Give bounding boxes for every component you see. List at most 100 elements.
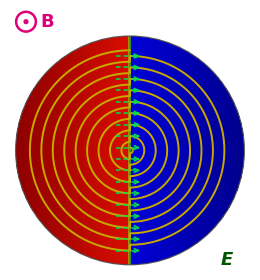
Bar <box>233 103 235 198</box>
Bar <box>203 63 204 238</box>
Bar <box>140 36 141 264</box>
Bar <box>99 40 100 261</box>
Bar <box>192 55 193 246</box>
Bar <box>229 93 230 208</box>
Bar <box>129 36 131 265</box>
Bar <box>49 69 50 232</box>
Bar <box>110 38 111 263</box>
Bar <box>123 36 124 265</box>
Bar <box>81 47 82 254</box>
Bar <box>85 45 87 256</box>
Bar <box>85 45 86 256</box>
Bar <box>204 64 205 237</box>
Bar <box>167 42 168 259</box>
Bar <box>63 57 64 244</box>
Bar <box>120 36 121 264</box>
Bar <box>50 68 51 233</box>
Bar <box>234 104 235 197</box>
Bar <box>54 64 55 236</box>
Bar <box>136 36 137 265</box>
Bar <box>21 113 22 188</box>
Bar <box>219 79 220 222</box>
Bar <box>225 87 226 213</box>
Bar <box>163 41 164 260</box>
Bar <box>116 37 118 264</box>
Bar <box>159 40 160 261</box>
Bar <box>211 71 212 230</box>
Bar <box>188 52 190 248</box>
Bar <box>223 84 224 217</box>
Bar <box>171 44 172 257</box>
Bar <box>241 125 242 176</box>
Bar <box>148 38 149 263</box>
Bar <box>179 47 180 253</box>
Bar <box>114 37 115 264</box>
Bar <box>145 37 146 264</box>
Bar <box>184 50 185 251</box>
Bar <box>33 88 34 213</box>
Bar <box>204 64 205 237</box>
Bar <box>168 43 170 258</box>
Bar <box>119 36 120 264</box>
Bar <box>34 87 35 213</box>
Bar <box>130 36 131 265</box>
Bar <box>18 123 20 178</box>
Bar <box>65 56 66 245</box>
Bar <box>99 40 100 261</box>
Bar <box>104 39 105 262</box>
Bar <box>243 134 244 167</box>
Bar <box>218 78 219 223</box>
Bar <box>125 36 126 265</box>
Text: B: B <box>40 13 54 31</box>
Bar <box>78 48 79 253</box>
Bar <box>160 40 161 261</box>
Bar <box>25 103 27 198</box>
Bar <box>161 40 162 260</box>
Bar <box>189 53 190 248</box>
Bar <box>109 38 110 263</box>
Bar <box>217 77 218 224</box>
Bar <box>229 94 230 207</box>
Bar <box>93 42 95 259</box>
Bar <box>56 62 57 238</box>
Bar <box>187 51 188 249</box>
Bar <box>200 60 201 241</box>
Bar <box>236 110 238 191</box>
Bar <box>17 128 18 173</box>
Bar <box>159 40 160 261</box>
Bar <box>212 71 213 230</box>
Bar <box>29 95 30 206</box>
Bar <box>57 62 58 239</box>
Bar <box>20 118 21 183</box>
Bar <box>53 65 55 236</box>
Bar <box>73 51 74 250</box>
Bar <box>96 41 97 260</box>
Bar <box>227 91 228 210</box>
Bar <box>166 42 167 259</box>
Bar <box>58 61 59 240</box>
Bar <box>37 83 38 218</box>
Bar <box>227 90 228 211</box>
Bar <box>45 73 46 227</box>
Bar <box>231 98 232 202</box>
Bar <box>216 76 218 225</box>
Bar <box>77 49 78 252</box>
Bar <box>91 43 92 258</box>
Bar <box>86 45 87 256</box>
Bar <box>75 50 76 251</box>
Text: E: E <box>221 251 233 269</box>
Bar <box>147 37 148 263</box>
Bar <box>61 59 62 242</box>
Bar <box>181 48 183 252</box>
Bar <box>188 52 189 249</box>
Bar <box>44 74 45 227</box>
Bar <box>58 61 60 240</box>
Bar <box>95 41 96 260</box>
Bar <box>240 120 241 180</box>
Bar <box>164 41 165 259</box>
Bar <box>118 37 119 264</box>
Bar <box>180 48 181 253</box>
Bar <box>112 38 113 263</box>
Bar <box>22 111 23 190</box>
Bar <box>198 59 199 242</box>
